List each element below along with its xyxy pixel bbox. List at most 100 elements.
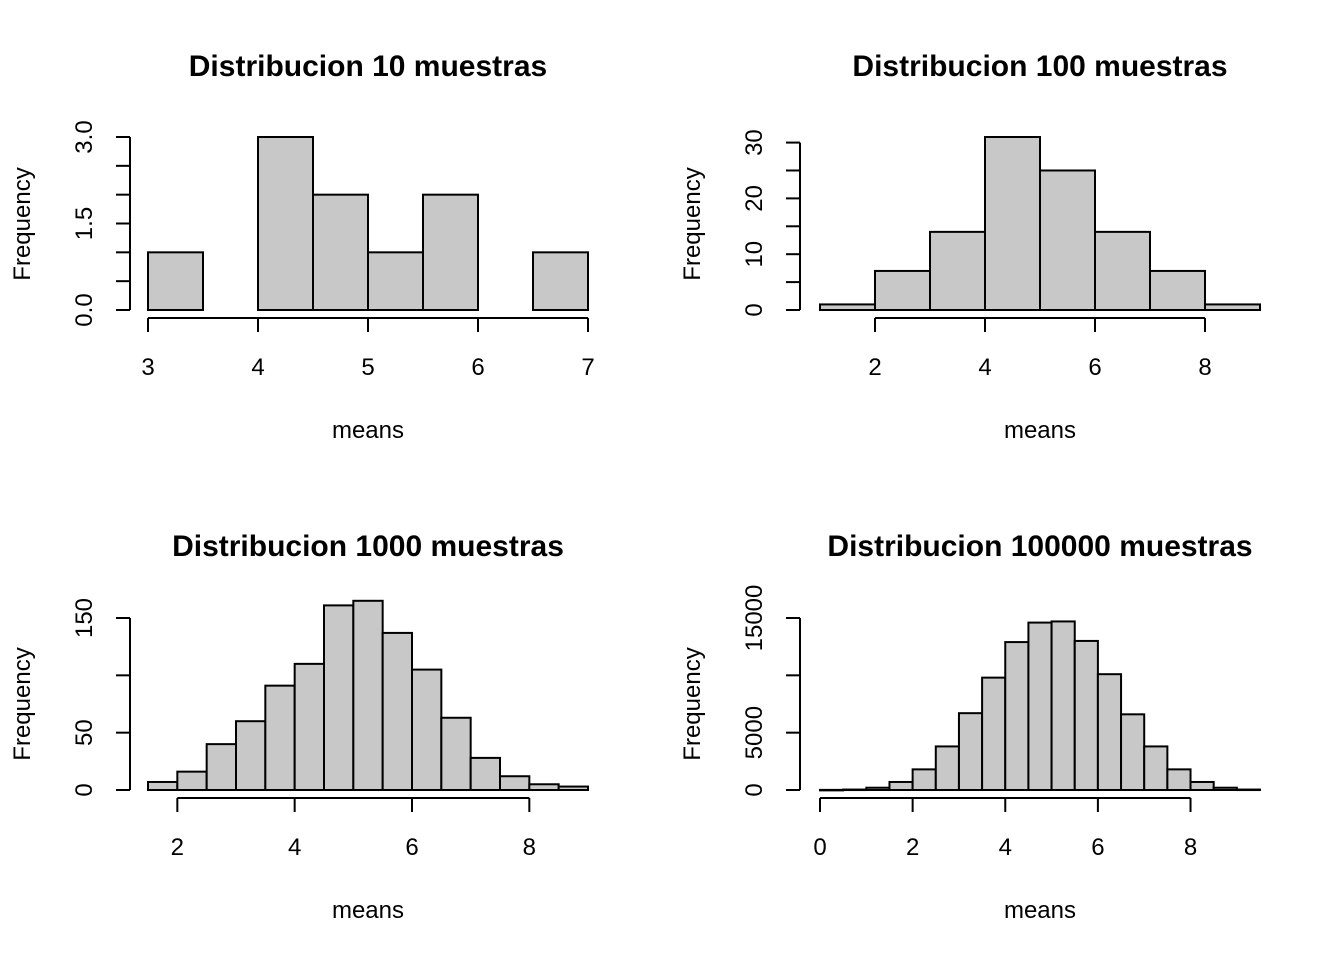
y-axis-label: Frequency bbox=[679, 167, 706, 280]
histogram-bar bbox=[1212, 786, 1238, 791]
y-tick-label: 1.5 bbox=[71, 207, 98, 240]
histogram-bar bbox=[205, 743, 238, 792]
histogram-bar bbox=[352, 599, 384, 791]
y-tick-label: 3.0 bbox=[71, 120, 98, 153]
histogram-bar bbox=[819, 788, 845, 792]
histogram-bar bbox=[888, 780, 914, 791]
histogram-bar bbox=[411, 668, 443, 791]
histogram-bar bbox=[1096, 673, 1123, 791]
histogram-bar bbox=[957, 712, 984, 792]
histogram-bar bbox=[532, 251, 589, 311]
histogram-bar bbox=[819, 303, 876, 311]
histogram-bar bbox=[323, 604, 355, 791]
histogram-bar bbox=[176, 770, 208, 791]
x-axis-label: means bbox=[1004, 897, 1076, 924]
x-axis: 0 2 4 6 8 bbox=[813, 797, 1197, 861]
y-tick-label: 0 bbox=[741, 783, 768, 796]
x-axis: 2 4 6 8 bbox=[171, 797, 536, 861]
histogram-bar bbox=[911, 768, 937, 791]
x-tick-label: 8 bbox=[1184, 834, 1197, 861]
panel-1: Distribucion 10 muestras means Frequency… bbox=[9, 50, 595, 444]
x-axis-label: means bbox=[332, 897, 404, 924]
y-axis-label: Frequency bbox=[679, 647, 706, 760]
chart-title: Distribucion 100 muestras bbox=[852, 50, 1227, 83]
chart-title: Distribucion 100000 muestras bbox=[827, 530, 1252, 563]
y-tick-label: 0 bbox=[71, 783, 98, 796]
histogram-bar bbox=[865, 786, 891, 791]
chart-title: Distribucion 1000 muestras bbox=[172, 530, 564, 563]
histogram-bar bbox=[499, 775, 531, 791]
histogram-bar bbox=[557, 785, 590, 791]
panel-2: Distribucion 100 muestras means Frequenc… bbox=[679, 50, 1261, 444]
histogram-bar bbox=[1094, 230, 1151, 312]
chart-title: Distribucion 10 muestras bbox=[189, 50, 547, 83]
histogram-bar bbox=[1204, 303, 1261, 311]
histogram-bar bbox=[984, 136, 1041, 311]
x-tick-label: 0 bbox=[813, 834, 826, 861]
histogram-bar bbox=[929, 230, 986, 312]
y-axis: 0 5000 15000 bbox=[741, 585, 801, 797]
panel-3: Distribucion 1000 muestras means Frequen… bbox=[9, 530, 590, 924]
bars bbox=[819, 136, 1261, 312]
y-axis-label: Frequency bbox=[9, 647, 36, 760]
histogram-bar bbox=[934, 745, 960, 792]
x-tick-label: 6 bbox=[405, 834, 418, 861]
histogram-bar bbox=[842, 788, 868, 792]
histogram-bar bbox=[469, 756, 501, 791]
histogram-bar bbox=[257, 136, 314, 311]
x-tick-label: 8 bbox=[523, 834, 536, 861]
panel-4: Distribucion 100000 muestras means Frequ… bbox=[679, 530, 1262, 924]
x-tick-label: 4 bbox=[978, 354, 991, 381]
y-tick-label: 0.0 bbox=[71, 293, 98, 326]
histogram-bar bbox=[1149, 269, 1206, 312]
y-tick-label: 20 bbox=[741, 185, 768, 212]
y-tick-label: 0 bbox=[741, 303, 768, 316]
x-tick-label: 8 bbox=[1198, 354, 1211, 381]
x-tick-label: 6 bbox=[471, 354, 484, 381]
y-axis: 0.0 1.5 3.0 bbox=[71, 120, 131, 327]
x-tick-label: 2 bbox=[171, 834, 184, 861]
histogram-bar bbox=[1004, 641, 1030, 792]
histogram-bar bbox=[264, 684, 296, 791]
histogram-bar bbox=[1050, 620, 1076, 791]
x-tick-label: 6 bbox=[1088, 354, 1101, 381]
histogram-bar bbox=[528, 783, 560, 791]
histogram-bar bbox=[1189, 780, 1215, 791]
x-tick-label: 5 bbox=[361, 354, 374, 381]
y-tick-label: 50 bbox=[71, 719, 98, 746]
histogram-bar bbox=[1073, 639, 1099, 792]
x-tick-label: 7 bbox=[581, 354, 594, 381]
x-tick-label: 3 bbox=[141, 354, 154, 381]
histogram-bar bbox=[293, 662, 325, 791]
histogram-bar bbox=[235, 720, 267, 792]
bars bbox=[819, 620, 1262, 792]
x-tick-label: 4 bbox=[251, 354, 264, 381]
x-axis: 3 4 5 6 7 bbox=[141, 317, 595, 381]
y-tick-label: 150 bbox=[71, 598, 98, 638]
histogram-bar bbox=[147, 251, 204, 311]
x-tick-label: 6 bbox=[1091, 834, 1104, 861]
x-axis-label: means bbox=[332, 417, 404, 444]
histogram-bar bbox=[1120, 713, 1146, 792]
y-tick-label: 15000 bbox=[741, 585, 768, 652]
x-tick-label: 2 bbox=[906, 834, 919, 861]
y-tick-label: 30 bbox=[741, 129, 768, 156]
bars bbox=[147, 599, 590, 792]
histogram-bar bbox=[874, 269, 931, 312]
x-tick-label: 4 bbox=[999, 834, 1012, 861]
histogram-bar bbox=[147, 780, 179, 791]
x-tick-label: 2 bbox=[868, 354, 881, 381]
y-axis-label: Frequency bbox=[9, 167, 36, 280]
x-axis-label: means bbox=[1004, 417, 1076, 444]
histogram-bar bbox=[440, 716, 472, 792]
y-tick-label: 10 bbox=[741, 241, 768, 268]
histogram-bar bbox=[1027, 621, 1053, 791]
histogram-bar bbox=[381, 631, 413, 792]
histogram-bar bbox=[1235, 788, 1262, 792]
x-tick-label: 4 bbox=[288, 834, 301, 861]
histogram-bar bbox=[367, 251, 424, 311]
histogram-bar bbox=[422, 193, 479, 312]
y-axis: 0 50 150 bbox=[71, 598, 131, 797]
y-axis: 0 10 20 30 bbox=[741, 129, 801, 317]
